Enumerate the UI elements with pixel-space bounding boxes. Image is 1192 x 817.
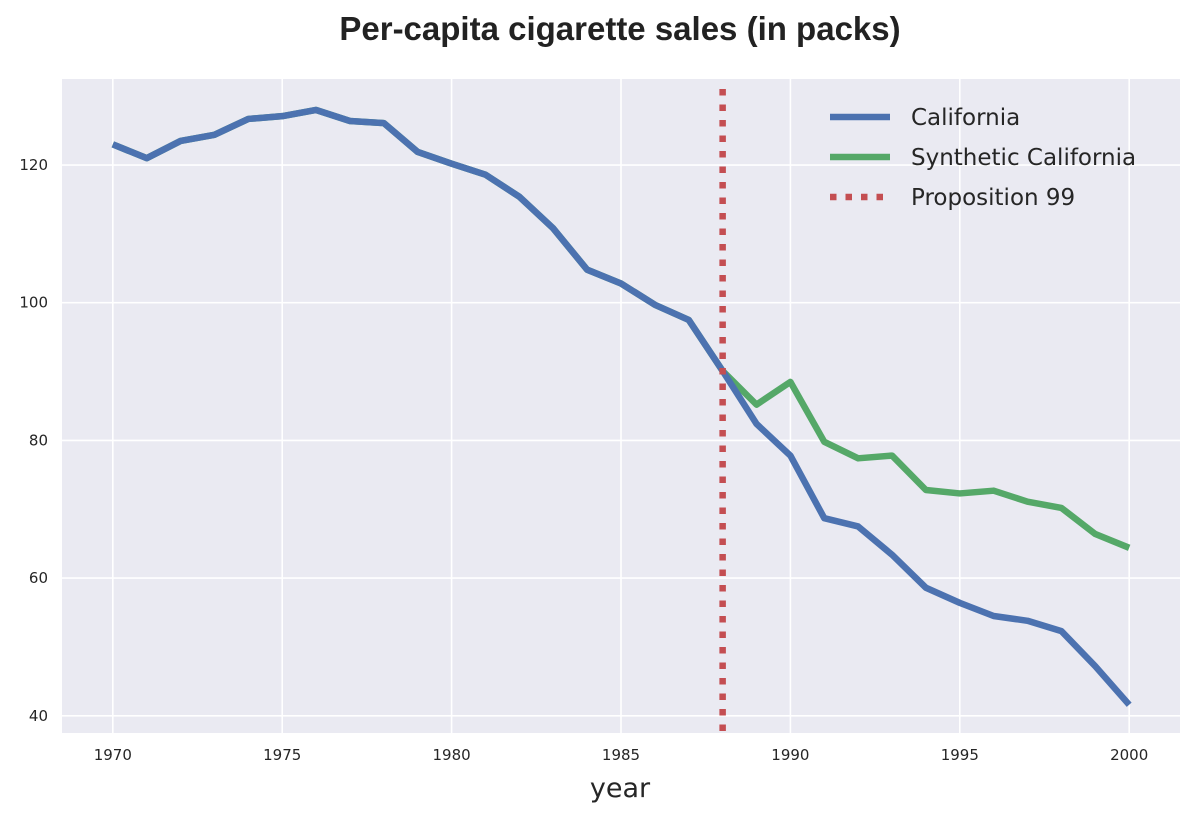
x-tick-label: 1970	[94, 746, 132, 764]
legend-label: Synthetic California	[911, 145, 1136, 171]
y-tick-label: 80	[29, 431, 48, 449]
y-tick-label: 100	[19, 294, 48, 312]
x-axis-label: year	[590, 773, 651, 804]
y-tick-label: 120	[19, 156, 48, 174]
y-tick-label: 40	[29, 707, 48, 725]
x-tick-label: 1990	[771, 746, 809, 764]
series-line-california	[111, 106, 1132, 707]
x-tick-label: 1975	[263, 746, 301, 764]
legend-label: California	[911, 105, 1020, 131]
y-tick-label: 60	[29, 569, 48, 587]
tick-labels: 1970 1975 1980 1985 1990 1995 2000 40 60 80 100 120	[19, 156, 1148, 764]
x-tick-label: 1980	[433, 746, 471, 764]
legend-label: Proposition 99	[911, 185, 1075, 211]
legend: California Synthetic California Propositio…	[830, 105, 1136, 211]
x-tick-label: 1985	[602, 746, 640, 764]
series-lines	[111, 89, 1132, 733]
grid-lines	[62, 79, 1180, 733]
x-tick-label: 1995	[941, 746, 979, 764]
chart-title: Per-capita cigarette sales (in packs)	[339, 10, 900, 47]
x-tick-label: 2000	[1110, 746, 1148, 764]
